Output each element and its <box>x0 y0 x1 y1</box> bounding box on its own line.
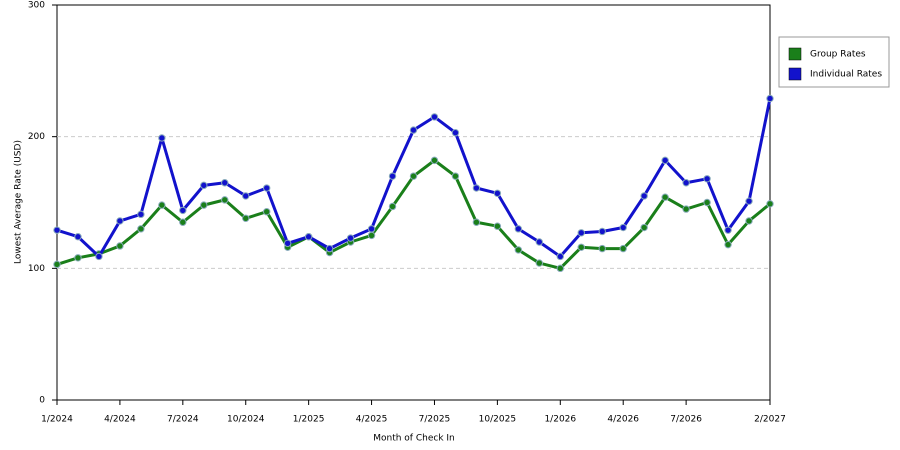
data-point <box>598 227 606 236</box>
data-point <box>158 201 166 209</box>
data-point <box>766 200 774 208</box>
data-point <box>158 134 166 142</box>
data-point <box>430 156 439 165</box>
data-point <box>53 260 61 269</box>
x-tick-label: 4/2025 <box>356 415 388 425</box>
data-point <box>221 179 229 187</box>
x-tick-label: 7/2026 <box>670 415 702 425</box>
x-axis-label: Month of Check In <box>373 434 455 444</box>
data-point <box>703 175 711 183</box>
y-tick-label: 0 <box>39 396 45 406</box>
data-point <box>640 192 648 200</box>
data-point <box>703 198 711 207</box>
data-point <box>472 184 481 192</box>
x-tick-label: 7/2025 <box>419 415 451 425</box>
data-point <box>430 113 439 121</box>
data-point <box>367 231 376 240</box>
data-point <box>53 226 61 234</box>
data-point <box>640 223 648 232</box>
x-tick-label: 2/2027 <box>754 415 786 425</box>
data-point <box>263 208 271 216</box>
data-point <box>535 238 544 246</box>
data-point <box>598 244 606 253</box>
data-point <box>367 225 376 233</box>
x-tick-label: 1/2024 <box>41 415 73 425</box>
data-point <box>116 217 124 225</box>
data-point <box>745 197 753 205</box>
data-point <box>179 206 187 215</box>
data-point <box>388 172 397 180</box>
x-tick-label: 10/2024 <box>227 415 265 425</box>
data-point <box>346 234 355 242</box>
data-point <box>409 172 418 180</box>
data-point <box>724 226 732 234</box>
data-point <box>556 264 564 273</box>
data-point <box>263 184 271 192</box>
data-point <box>137 210 145 219</box>
data-point <box>74 233 82 241</box>
data-point <box>451 129 460 137</box>
data-point <box>682 205 690 213</box>
x-tick-label: 7/2024 <box>167 415 199 425</box>
data-point <box>577 243 585 251</box>
y-tick-label: 300 <box>28 1 45 11</box>
x-tick-label: 4/2024 <box>104 415 136 425</box>
legend-label: Individual Rates <box>810 70 882 80</box>
data-point <box>137 225 145 233</box>
data-point <box>74 254 82 262</box>
data-point <box>535 259 544 267</box>
data-point <box>493 222 502 230</box>
data-point <box>472 218 481 226</box>
data-point <box>661 193 669 201</box>
data-point <box>388 202 397 211</box>
y-tick-label: 100 <box>28 264 45 274</box>
data-point <box>745 217 753 225</box>
data-point <box>242 192 250 200</box>
data-point <box>409 126 418 134</box>
y-axis-label: Lowest Average Rate (USD) <box>14 140 24 264</box>
legend-label: Group Rates <box>810 50 866 60</box>
x-tick-label: 4/2026 <box>607 415 639 425</box>
data-point <box>493 189 502 197</box>
y-tick-label: 200 <box>28 132 45 142</box>
data-point <box>116 242 124 250</box>
data-point <box>179 218 187 226</box>
data-point <box>724 240 732 249</box>
data-point <box>514 246 523 254</box>
data-point <box>766 94 774 103</box>
data-point <box>661 156 669 165</box>
x-tick-label: 1/2025 <box>293 415 325 425</box>
data-point <box>221 196 229 204</box>
data-point <box>556 252 564 261</box>
data-point <box>451 172 460 180</box>
data-point <box>325 244 334 253</box>
data-point <box>619 244 627 253</box>
data-point <box>95 252 103 261</box>
data-point <box>304 233 313 241</box>
data-point <box>577 229 585 237</box>
data-point <box>514 225 523 233</box>
data-point <box>283 239 292 248</box>
data-point <box>242 214 250 223</box>
x-tick-label: 10/2025 <box>479 415 516 425</box>
legend-swatch <box>788 67 802 81</box>
data-point <box>200 201 208 209</box>
data-point <box>619 223 627 232</box>
data-point <box>682 179 690 187</box>
data-point <box>200 181 208 190</box>
x-tick-label: 1/2026 <box>544 415 576 425</box>
legend-swatch <box>788 47 802 61</box>
